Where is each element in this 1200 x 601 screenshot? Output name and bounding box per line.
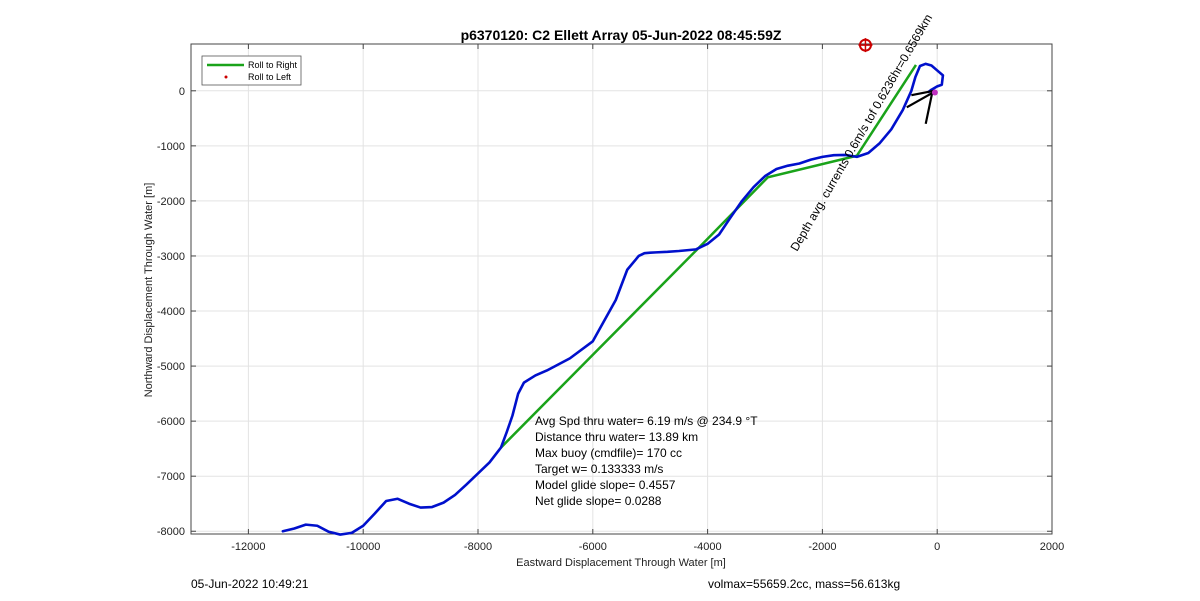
legend-label-roll-right: Roll to Right [248,60,298,70]
x-tick-label: -8000 [464,541,492,553]
series-roll-to-right-line [500,64,918,449]
x-tick-label: -4000 [694,541,722,553]
legend-swatch-roll-left [224,75,228,79]
x-tick-label: 0 [934,541,940,553]
y-tick-label: -1000 [157,141,185,153]
y-tick-label: -7000 [157,471,185,483]
current-vector [911,89,934,97]
annotation-line: Model glide slope= 0.4557 [535,478,676,492]
y-tick-label: -2000 [157,196,185,208]
y-tick-label: -6000 [157,416,185,428]
y-tick-label: -3000 [157,251,185,263]
annotation-line: Max buoy (cmdfile)= 170 cc [535,446,682,460]
legend: Roll to Right Roll to Left [201,55,302,86]
annotation-line: Net glide slope= 0.0288 [535,494,662,508]
marker-layer [858,38,873,53]
x-axis-label: Eastward Displacement Through Water [m] [516,557,726,569]
chart-title: p6370120: C2 Ellett Array 05-Jun-2022 08… [461,27,782,43]
series-layer [281,62,945,536]
y-tick-label: 0 [179,86,185,98]
x-tick-label: 2000 [1040,541,1064,553]
x-tick-label: -2000 [808,541,836,553]
current-vectors [906,89,938,125]
surface-point [931,89,938,96]
series-track-line [281,62,945,536]
grid [191,44,1053,534]
annotation-line: Target w= 0.133333 m/s [535,462,663,476]
footer-mass-info: volmax=55659.2cc, mass=56.613kg [708,577,901,591]
footer-timestamp: 05-Jun-2022 10:49:21 [191,577,309,591]
y-axis-label: Northward Displacement Through Water [m] [143,183,155,398]
annotation-block: Avg Spd thru water= 6.19 m/s @ 234.9 °T D… [535,414,758,508]
legend-label-roll-left: Roll to Left [248,72,292,82]
annotation-line: Distance thru water= 13.89 km [535,430,698,444]
annotation-line: Avg Spd thru water= 6.19 m/s @ 234.9 °T [535,414,758,428]
y-tick-label: -8000 [157,526,185,538]
y-tick-label: -5000 [157,361,185,373]
plot-area [190,43,1053,535]
current-vector [906,91,934,109]
current-vector [924,93,934,125]
y-tick-label: -4000 [157,306,185,318]
legend-box [201,55,302,86]
x-tick-label: -12000 [231,541,265,553]
y-axis-ticks: -8000 -7000 -6000 -5000 -4000 -3000 -2000 -1000… [157,86,1052,538]
x-tick-label: -10000 [346,541,380,553]
x-tick-label: -6000 [579,541,607,553]
x-axis-ticks: -12000 -10000 -8000 -6000 -4000 -2000 0 2000 [231,44,1064,553]
